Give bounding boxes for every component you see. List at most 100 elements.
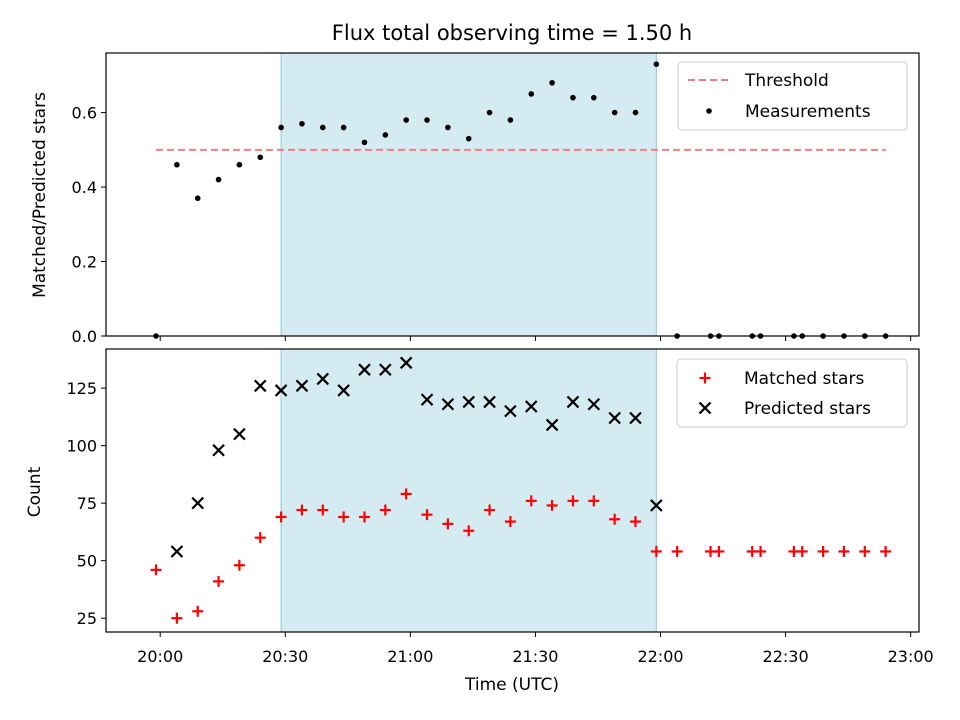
x-stroke-b [462,395,476,409]
predicted-star-point [212,443,225,457]
observing-window-span [280,348,657,633]
matched-star-point [588,495,600,507]
y-tick-label: 25 [77,609,97,628]
matched-star-point [546,499,558,511]
x-stroke-b [233,427,246,441]
matched-star-point [171,612,183,624]
predicted-star-point [233,427,246,441]
measurement-point [236,161,243,168]
matched-star-point [192,605,204,617]
y-tick-label: 75 [77,494,97,513]
matched-star-point [358,511,370,523]
y-tick-label: 0.0 [72,327,97,346]
top-axes-frame [105,52,920,337]
x-stroke-b [698,401,712,415]
x-tick-label: 22:00 [637,647,683,666]
matched-star-point [504,516,516,528]
measurement-point [299,120,305,127]
predicted-star-point [483,395,496,409]
chart-title: Flux total observing time = 1.50 h [332,21,692,45]
matched-star-point [233,559,245,571]
x-axis-label: Time (UTC) [464,675,559,695]
x-stroke-b [441,397,455,411]
measurement-point [278,124,284,131]
measurement-point [507,117,514,123]
measurements-legend-label: Measurements [745,102,871,122]
x-stroke-b [650,499,663,512]
y-tick-label: 100 [66,437,97,456]
measurement-point [591,94,597,101]
measurement-point [340,124,347,131]
x-stroke-b [274,384,288,397]
bottom-y-label: Count [25,466,45,517]
top-legend-box [677,61,908,131]
predicted-star-point [253,379,267,393]
top-y-label: Matched/Predicted stars [30,92,50,298]
predicted-star-point [441,397,455,411]
predicted-star-point [295,379,309,393]
observing-window-bottom [280,348,657,633]
x-tick-label: 20:00 [137,647,183,666]
x-tick-label: 21:00 [387,647,433,666]
matched-star-point [525,495,537,507]
matched-star-point [317,504,329,516]
matched-swatch-marker [699,372,711,384]
y-tick-label: 0.4 [72,178,97,197]
bottom-x-axis: 20:00 20:30 21:00 21:30 22:00 22:30 23:00 [137,632,934,666]
x-stroke-b [608,411,621,425]
matched-star-point [379,504,391,516]
predicted-star-point [629,411,642,425]
measurement-point [653,61,660,67]
matched-star-point [609,513,621,525]
top-legend: Threshold Measurements [677,61,908,131]
measurement-point [611,109,618,116]
measurement-point [570,94,576,101]
measurement-point [215,176,222,183]
measurement-point [445,124,451,131]
predicted-star-point [337,384,350,397]
top-y-axis: 0.0 0.2 0.4 0.6 [72,104,106,346]
matched-star-point [880,545,892,557]
predicted-star-point [524,400,538,413]
matched-star-point [254,532,266,544]
measurement-point [528,91,535,97]
x-stroke-b [358,363,371,376]
x-tick-label: 20:30 [262,647,308,666]
x-stroke-b [545,418,559,432]
predicted-star-point [545,418,559,432]
matched-star-point [650,545,662,557]
predicted-legend-swatch [698,401,712,415]
x-stroke-b [587,397,601,411]
x-stroke-b [420,393,434,406]
x-stroke-b [399,356,413,370]
matched-star-point [629,516,641,528]
matched-star-point [755,545,767,557]
predicted-legend-label: Predicted stars [744,399,871,419]
matched-legend-swatch [699,372,711,384]
x-stroke-b [379,363,392,376]
observing-window-span [280,52,657,337]
x-stroke-b [316,372,330,386]
x-stroke-b [524,400,538,413]
predicted-star-point [566,395,580,409]
top-panel: 0.0 0.2 0.4 0.6 Matched/Predicted stars Thr… [30,52,920,346]
x-stroke-b [170,545,184,558]
y-tick-label: 0.2 [72,253,97,272]
matched-star-point [671,545,683,557]
x-stroke-b [337,384,350,397]
y-tick-label: 0.6 [72,104,97,123]
x-stroke-b [504,404,517,418]
predicted-star-point [358,363,371,376]
matched-star-point [796,545,808,557]
matched-star-point [859,545,871,557]
matched-star-point [442,518,454,530]
measurement-point [549,79,555,86]
predicted-star-point [399,356,413,370]
matched-star-point [567,495,579,507]
matched-star-point [484,504,496,516]
measurement-point [465,135,472,142]
predicted-star-point [316,372,330,386]
bottom-panel: 25 50 75 100 125 20:00 20:30 21:00 21:30 22:00 22… [25,348,934,695]
measurement-point [320,124,326,131]
